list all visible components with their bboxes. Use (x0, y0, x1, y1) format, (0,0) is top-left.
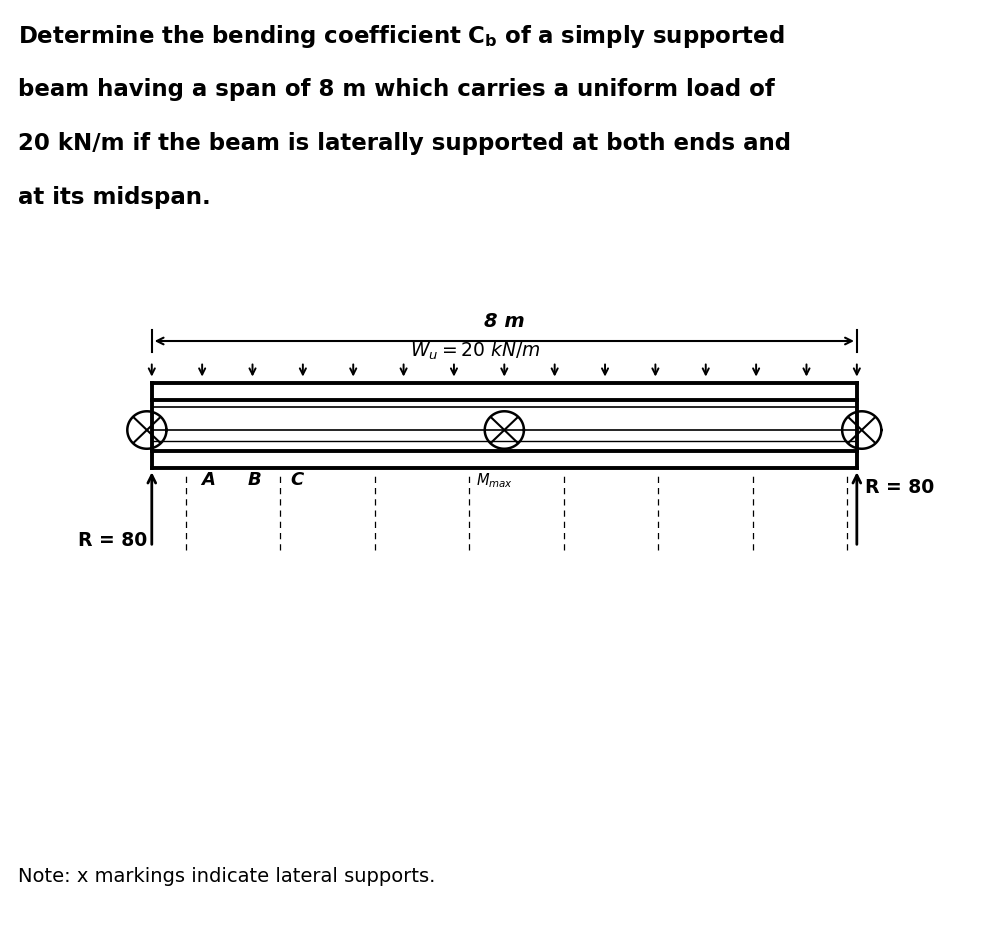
Text: C: C (290, 471, 303, 489)
Text: A: A (202, 471, 216, 489)
Text: 20 kN/m if the beam is laterally supported at both ends and: 20 kN/m if the beam is laterally support… (18, 132, 790, 155)
Text: B: B (248, 471, 261, 489)
Text: $\mathit{M_{max}}$: $\mathit{M_{max}}$ (475, 471, 513, 490)
Text: at its midspan.: at its midspan. (18, 186, 210, 210)
Text: $\mathit{W_u = 20\ kN/m}$: $\mathit{W_u = 20\ kN/m}$ (410, 339, 540, 361)
Text: $\mathbf{Determine\ the\ bending\ coefficient\ C_b\ of\ a\ simply\ supported}$: $\mathbf{Determine\ the\ bending\ coeffi… (18, 23, 783, 51)
Text: beam having a span of 8 m which carries a uniform load of: beam having a span of 8 m which carries … (18, 78, 773, 101)
Text: R = 80: R = 80 (78, 531, 147, 549)
Text: Note: x markings indicate lateral supports.: Note: x markings indicate lateral suppor… (18, 866, 434, 885)
Text: 8 m: 8 m (483, 312, 524, 330)
Text: R = 80: R = 80 (864, 477, 933, 496)
